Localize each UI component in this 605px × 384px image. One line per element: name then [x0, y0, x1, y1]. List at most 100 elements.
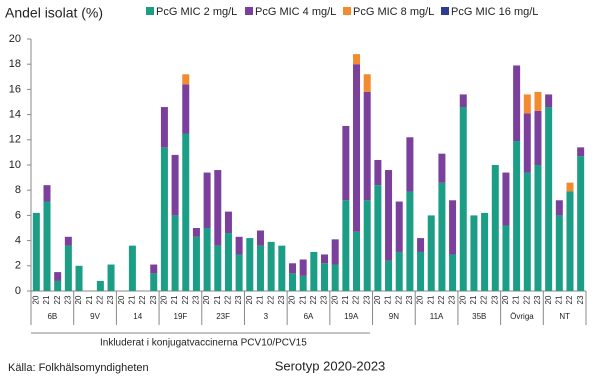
annotation: Inkluderat i konjugatvaccinerna PCV10/PC…: [100, 338, 307, 349]
x-tick-label: 20: [245, 295, 254, 304]
y-tick-label: 10: [9, 159, 21, 171]
x-tick-label: 20: [416, 295, 425, 304]
source: Källa: Folkhälsomyndigheten: [8, 362, 149, 374]
bar-segment: [534, 110, 542, 165]
bar-segment: [481, 212, 489, 291]
bar-segment: [513, 65, 521, 142]
bar-segment: [224, 233, 232, 291]
x-tick-label: 23: [234, 295, 243, 304]
y-tick-label: 18: [9, 58, 21, 70]
x-tick-label: 22: [352, 295, 361, 304]
x-tick-label: 23: [576, 295, 585, 304]
bar-segment: [192, 228, 200, 237]
group-label: 11A: [430, 312, 444, 321]
group-label: NT: [559, 312, 570, 321]
bar-segment: [534, 91, 542, 111]
legend-swatch: [146, 7, 154, 15]
bar-segment: [150, 264, 158, 274]
bar-segment: [363, 74, 371, 92]
x-tick-label: 21: [85, 295, 94, 304]
bar-segment: [523, 113, 531, 173]
bar-segment: [150, 273, 158, 291]
bar-segment: [449, 200, 457, 255]
x-tick-label: 23: [106, 295, 115, 304]
group-label: 14: [133, 312, 142, 321]
group-label: 19A: [344, 312, 359, 321]
bar-segment: [267, 241, 275, 291]
bar-segment: [96, 280, 104, 291]
bar-segment: [43, 201, 51, 291]
x-tick-label: 22: [565, 295, 574, 304]
x-tick-label: 23: [362, 295, 371, 304]
x-tick-label: 20: [117, 295, 126, 304]
bar-segment: [417, 251, 425, 291]
x-tick-label: 23: [533, 295, 542, 304]
group-label: 9N: [389, 312, 399, 321]
bar-segment: [107, 264, 115, 291]
x-tick-label: 23: [405, 295, 414, 304]
bar-segment: [64, 236, 72, 246]
bar-segment: [182, 84, 190, 134]
bar-segment: [513, 141, 521, 291]
x-tick-label: 20: [160, 295, 169, 304]
bar-segment: [363, 200, 371, 291]
bar-segment: [545, 94, 553, 108]
bar-segment: [182, 74, 190, 85]
bar-segment: [374, 185, 382, 291]
x-tick-label: 21: [256, 295, 265, 304]
bar-segment: [256, 230, 264, 246]
bar-segment: [342, 200, 350, 291]
bar-segment: [566, 191, 574, 291]
y-tick-label: 6: [15, 209, 21, 221]
bar-segment: [502, 225, 510, 291]
x-tick-label: 21: [512, 295, 521, 304]
chart-title: Andel isolat (%): [5, 5, 103, 21]
bar-segment: [331, 264, 339, 291]
bar-segment: [406, 191, 414, 291]
legend-label: PcG MIC 8 mg/L: [353, 6, 434, 18]
x-tick-label: 21: [170, 295, 179, 304]
x-tick-label: 23: [448, 295, 457, 304]
group-label: 35B: [472, 312, 486, 321]
bar-segment: [459, 94, 467, 108]
bar-segment: [555, 215, 563, 291]
bar-segment: [566, 182, 574, 192]
x-tick-label: 23: [320, 295, 329, 304]
bar-segment: [310, 251, 318, 291]
legend-label: PcG MIC 4 mg/L: [255, 6, 336, 18]
x-tick-label: 20: [330, 295, 339, 304]
y-tick-label: 2: [15, 260, 21, 272]
x-tick-label: 22: [480, 295, 489, 304]
bar-segment: [502, 172, 510, 226]
bar-segment: [54, 272, 62, 281]
x-tick-label: 20: [501, 295, 510, 304]
bar-segment: [278, 245, 286, 291]
group-label: 3: [264, 312, 269, 321]
bar-segment: [299, 259, 307, 276]
x-tick-label: 22: [138, 295, 147, 304]
group-label: 6A: [304, 312, 314, 321]
bar-segment: [331, 239, 339, 265]
bar-segment: [395, 201, 403, 252]
x-tick-label: 20: [544, 295, 553, 304]
bar-segment: [235, 236, 243, 255]
bar-segment: [321, 254, 329, 264]
x-axis-title: Serotyp 2020-2023: [275, 358, 386, 373]
bar-segment: [374, 159, 382, 186]
legend-swatch: [441, 7, 449, 15]
group-label: 9V: [90, 312, 100, 321]
x-tick-label: 21: [469, 295, 478, 304]
group-label: 23F: [216, 312, 230, 321]
x-tick-label: 22: [394, 295, 403, 304]
y-tick-label: 14: [9, 109, 21, 121]
bar-segment: [353, 54, 361, 65]
bar-segment: [224, 211, 232, 234]
bar-segment: [459, 107, 467, 291]
bar-segment: [385, 170, 393, 261]
bar-segment: [577, 147, 585, 157]
x-tick-label: 22: [266, 295, 275, 304]
x-tick-label: 21: [341, 295, 350, 304]
x-tick-label: 20: [288, 295, 297, 304]
bar-segment: [182, 133, 190, 291]
bar-segment: [214, 245, 222, 291]
